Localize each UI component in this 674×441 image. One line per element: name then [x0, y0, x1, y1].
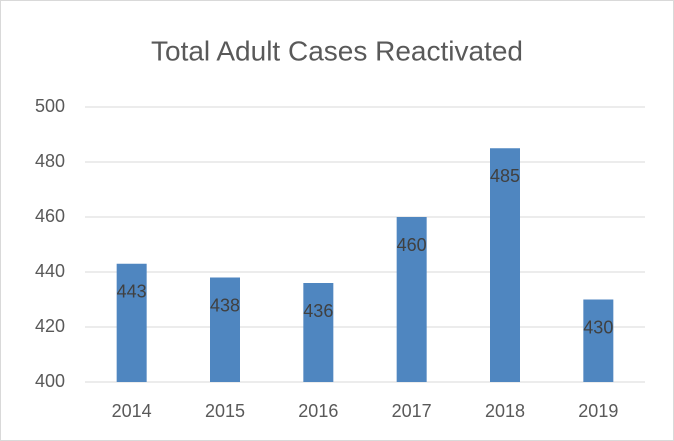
y-tick-label: 400	[35, 371, 65, 391]
chart-title: Total Adult Cases Reactivated	[151, 35, 523, 66]
x-tick-label: 2014	[112, 401, 152, 421]
data-label: 460	[397, 235, 427, 255]
x-tick-label: 2016	[298, 401, 338, 421]
data-label: 485	[490, 166, 520, 186]
bar	[116, 263, 147, 382]
bar	[396, 217, 427, 382]
x-tick-label: 2015	[205, 401, 245, 421]
bar	[210, 277, 240, 382]
y-tick-label: 440	[35, 261, 65, 281]
data-label: 443	[117, 282, 147, 302]
x-tick-label: 2018	[485, 401, 525, 421]
bar	[583, 299, 614, 382]
data-label: 438	[210, 295, 240, 315]
data-label: 436	[303, 301, 333, 321]
x-tick-label: 2017	[392, 401, 432, 421]
bar	[490, 148, 520, 382]
y-tick-label: 420	[35, 316, 65, 336]
y-tick-label: 500	[35, 96, 65, 116]
x-tick-label: 2019	[578, 401, 618, 421]
y-tick-label: 460	[35, 206, 65, 226]
bar	[303, 283, 334, 382]
y-tick-label: 480	[35, 151, 65, 171]
data-label: 430	[583, 317, 613, 337]
